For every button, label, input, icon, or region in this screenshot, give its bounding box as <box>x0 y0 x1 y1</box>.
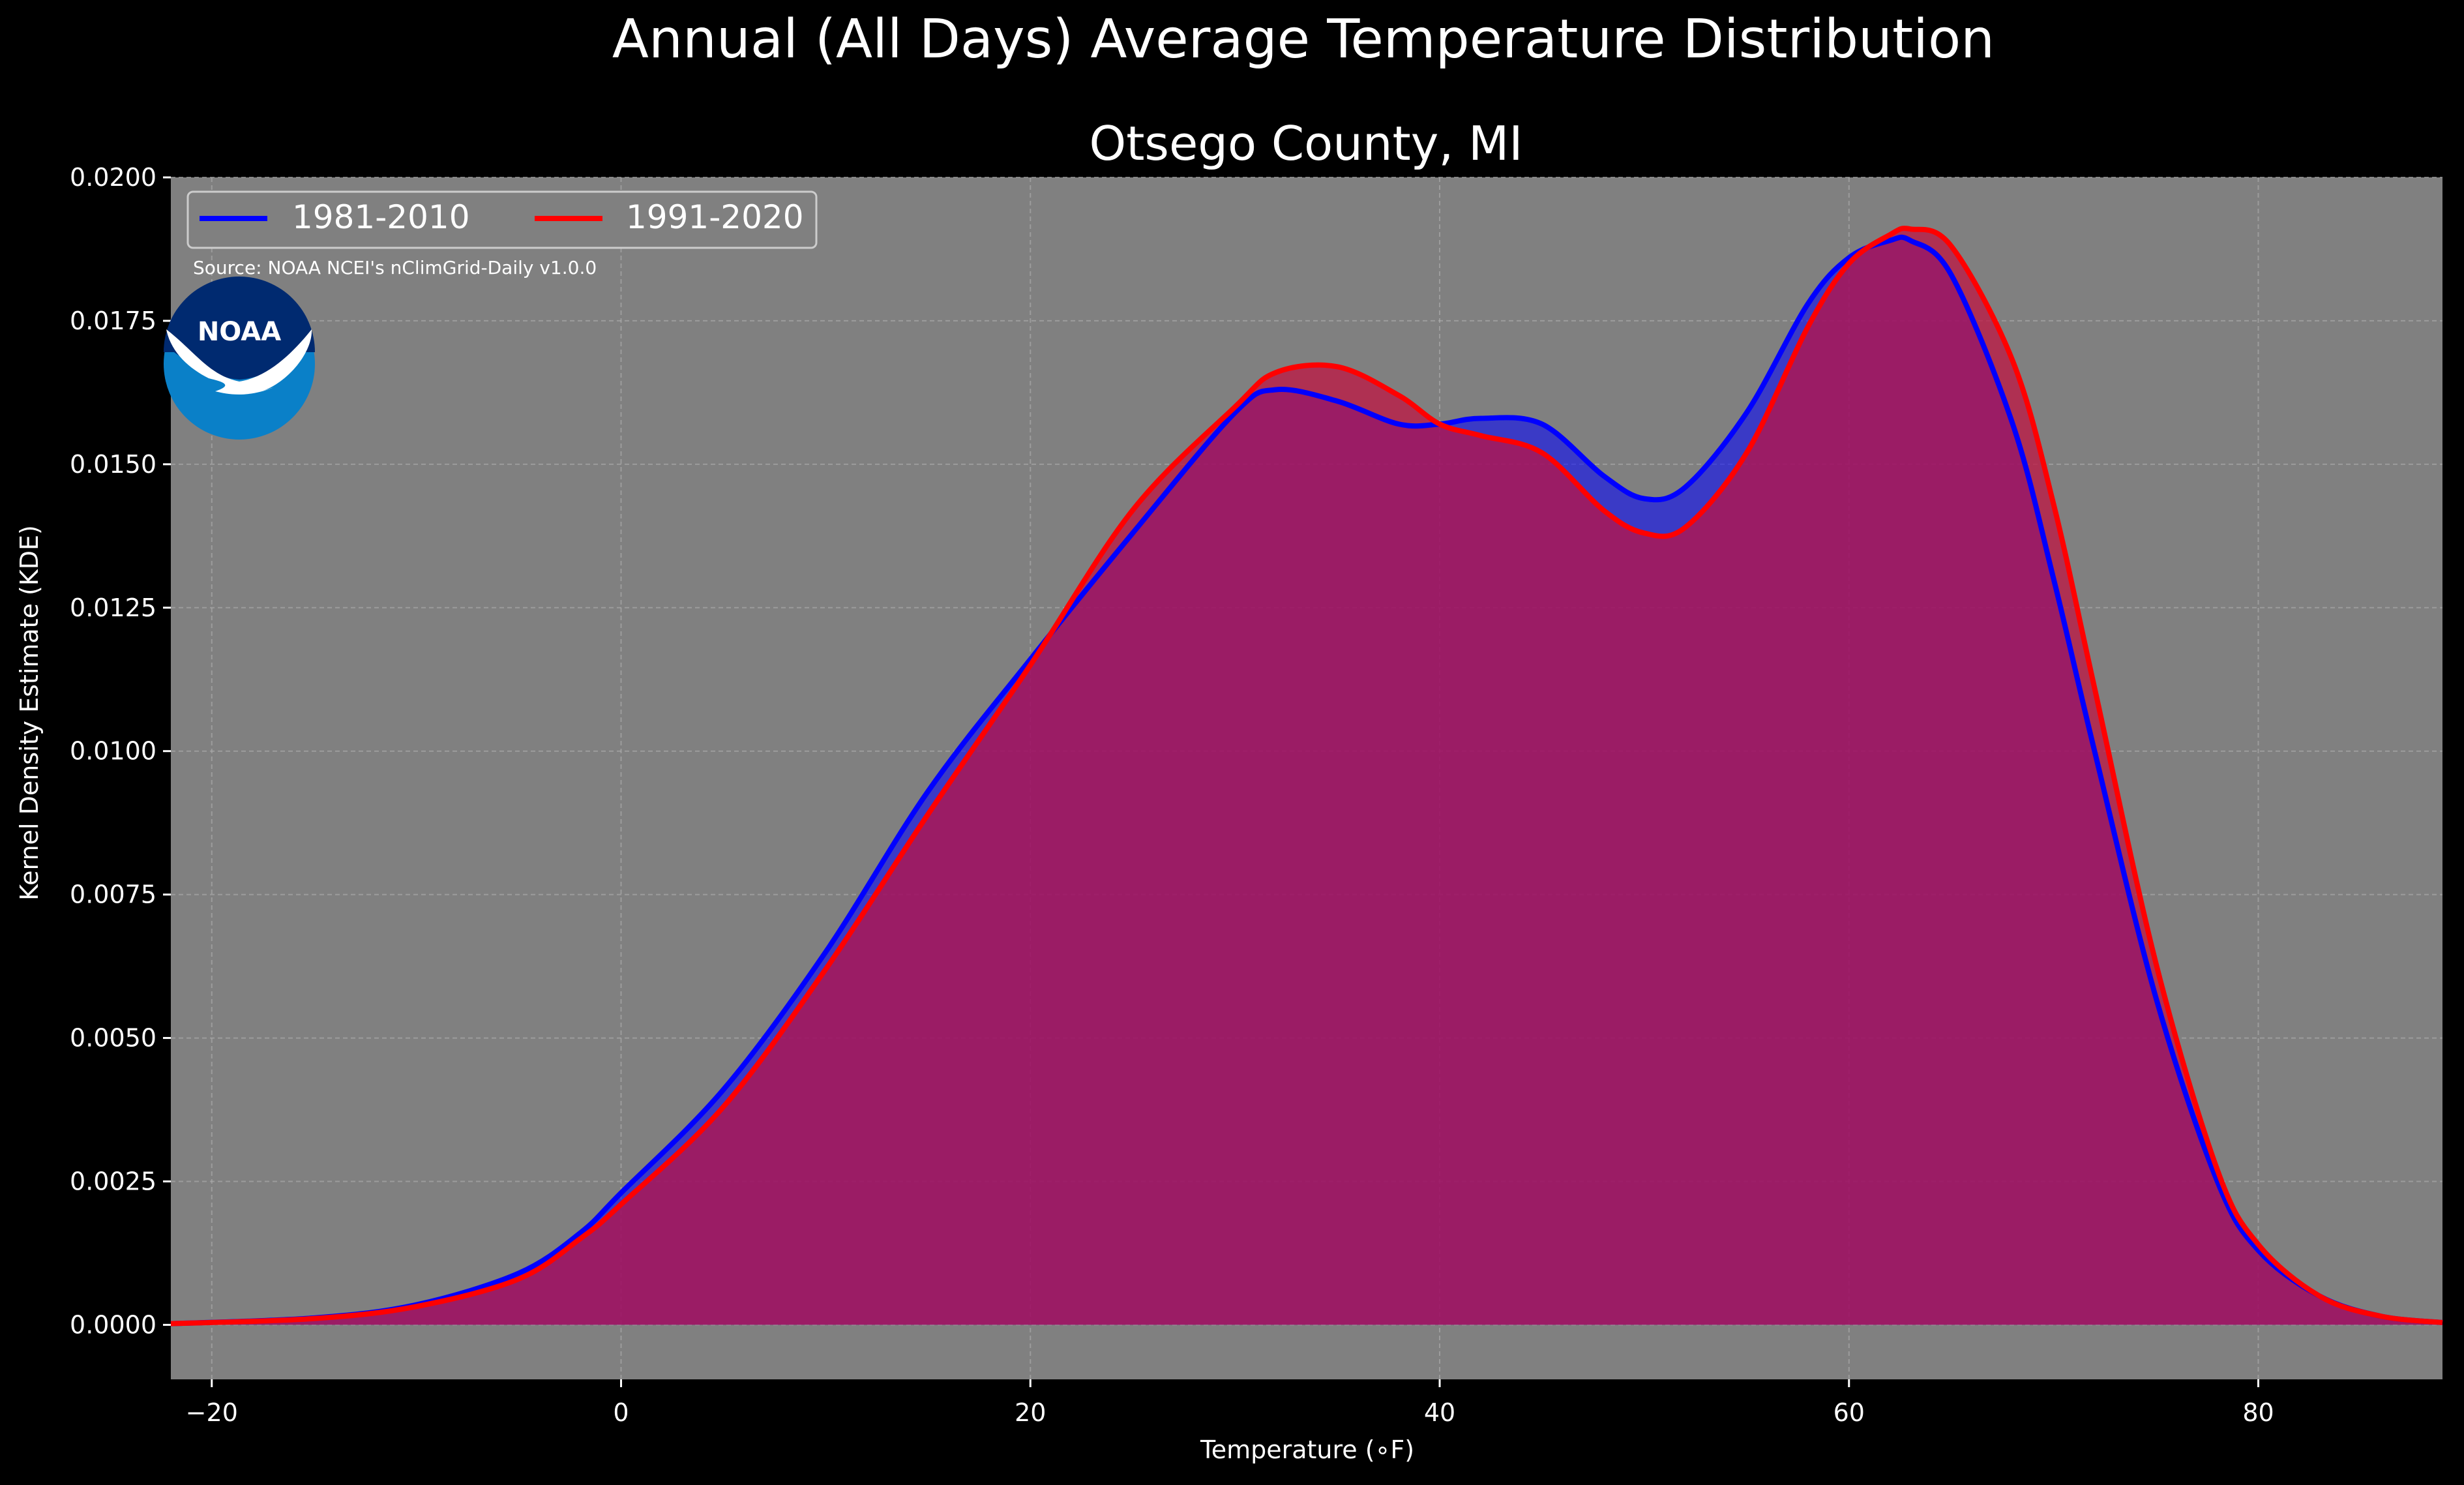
y-tick-label: 0.0000 <box>70 1310 156 1339</box>
series-line-1991-2020 <box>170 226 2443 1327</box>
legend-box <box>186 190 818 249</box>
x-tick-label: 20 <box>1015 1398 1046 1427</box>
series-area-1991-2020 <box>171 228 2442 1325</box>
legend-label-1991-2020: 1991-2020 <box>626 198 804 236</box>
y-tick-label: 0.0150 <box>70 450 156 479</box>
chart-title: Otsego County, MI <box>1090 116 1523 171</box>
x-tick-label: 0 <box>613 1398 629 1427</box>
series-layer <box>170 226 2443 1327</box>
y-tick-label: 0.0075 <box>70 880 156 909</box>
series-line-1981-2010 <box>170 234 2443 1327</box>
x-tick-label: −20 <box>186 1398 238 1427</box>
axis-ticks: −20 0 20 40 60 80 0.0000 0.0025 0.0050 0.0075 0.01… <box>70 163 2274 1427</box>
x-axis-label: Temperature (∘F) <box>1200 1435 1414 1464</box>
x-tick-label: 80 <box>2242 1398 2274 1427</box>
y-tick-label: 0.0125 <box>70 593 156 622</box>
y-tick-label: 0.0200 <box>70 163 156 192</box>
x-tick-label: 40 <box>1424 1398 1455 1427</box>
figure-suptitle: Annual (All Days) Average Temperature Di… <box>612 8 1995 70</box>
y-axis-label: Kernel Density Estimate (KDE) <box>15 525 44 901</box>
y-tick-label: 0.0025 <box>70 1167 156 1195</box>
noaa-logo-text: NOAA <box>198 317 281 347</box>
source-note: Source: NOAA NCEI's nClimGrid-Daily v1.0… <box>193 257 597 278</box>
y-tick-label: 0.0050 <box>70 1024 156 1053</box>
noaa-logo: NOAA <box>164 277 315 440</box>
y-tick-label: 0.0175 <box>70 307 156 335</box>
legend-label-1981-2010: 1981-2010 <box>292 198 470 236</box>
x-tick-label: 60 <box>1833 1398 1865 1427</box>
legend: 1981-2010 1991-2020 <box>186 190 818 249</box>
y-tick-label: 0.0100 <box>70 737 156 766</box>
